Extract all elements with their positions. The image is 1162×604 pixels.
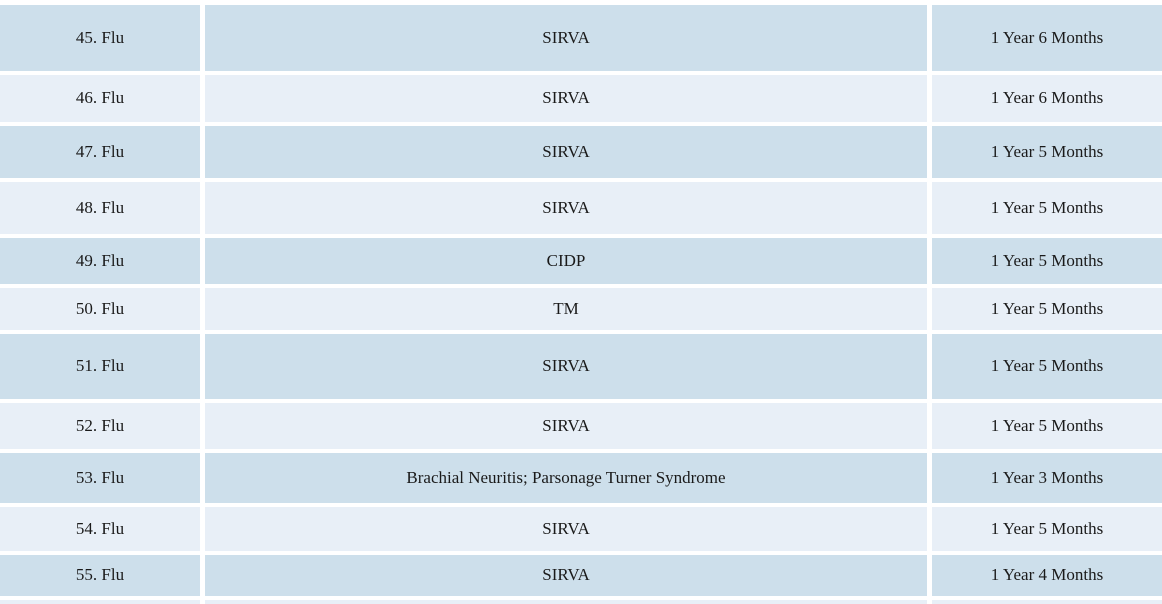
case-cell xyxy=(0,600,200,604)
injury-cell: TM xyxy=(205,288,927,330)
duration-cell: 1 Year 3 Months xyxy=(932,453,1162,503)
duration-cell: 1 Year 4 Months xyxy=(932,555,1162,596)
injury-cell: SIRVA xyxy=(205,507,927,551)
case-cell: 54. Flu xyxy=(0,507,200,551)
case-cell: 46. Flu xyxy=(0,75,200,122)
table-row: 53. Flu Brachial Neuritis; Parsonage Tur… xyxy=(0,453,1162,503)
injury-cell: SIRVA xyxy=(205,334,927,399)
table-row-partial xyxy=(0,600,1162,604)
table-row: 52. Flu SIRVA 1 Year 5 Months xyxy=(0,403,1162,449)
table-row: 50. Flu TM 1 Year 5 Months xyxy=(0,288,1162,330)
duration-cell: 1 Year 5 Months xyxy=(932,182,1162,234)
table-row: 55. Flu SIRVA 1 Year 4 Months xyxy=(0,555,1162,596)
table-row: 47. Flu SIRVA 1 Year 5 Months xyxy=(0,126,1162,178)
injury-cell: SIRVA xyxy=(205,555,927,596)
duration-cell: 1 Year 5 Months xyxy=(932,126,1162,178)
duration-cell: 1 Year 5 Months xyxy=(932,288,1162,330)
table-row: 51. Flu SIRVA 1 Year 5 Months xyxy=(0,334,1162,399)
injury-cell: Brachial Neuritis; Parsonage Turner Synd… xyxy=(205,453,927,503)
duration-cell: 1 Year 6 Months xyxy=(932,75,1162,122)
table-row: 49. Flu CIDP 1 Year 5 Months xyxy=(0,238,1162,284)
case-cell: 55. Flu xyxy=(0,555,200,596)
table-row: 45. Flu SIRVA 1 Year 6 Months xyxy=(0,5,1162,71)
table-row: 48. Flu SIRVA 1 Year 5 Months xyxy=(0,182,1162,234)
duration-cell: 1 Year 6 Months xyxy=(932,5,1162,71)
case-cell: 52. Flu xyxy=(0,403,200,449)
injury-cell: SIRVA xyxy=(205,126,927,178)
injury-cell: CIDP xyxy=(205,238,927,284)
duration-cell: 1 Year 5 Months xyxy=(932,238,1162,284)
injury-cell: SIRVA xyxy=(205,403,927,449)
case-cell: 53. Flu xyxy=(0,453,200,503)
injury-cell xyxy=(205,600,927,604)
case-cell: 47. Flu xyxy=(0,126,200,178)
injury-cell: SIRVA xyxy=(205,5,927,71)
duration-cell: 1 Year 5 Months xyxy=(932,403,1162,449)
case-cell: 48. Flu xyxy=(0,182,200,234)
table-row: 54. Flu SIRVA 1 Year 5 Months xyxy=(0,507,1162,551)
case-cell: 50. Flu xyxy=(0,288,200,330)
table-row: 46. Flu SIRVA 1 Year 6 Months xyxy=(0,75,1162,122)
case-cell: 49. Flu xyxy=(0,238,200,284)
injury-cell: SIRVA xyxy=(205,75,927,122)
duration-cell: 1 Year 5 Months xyxy=(932,334,1162,399)
duration-cell: 1 Year 5 Months xyxy=(932,507,1162,551)
duration-cell xyxy=(932,600,1162,604)
case-cell: 45. Flu xyxy=(0,5,200,71)
injury-cell: SIRVA xyxy=(205,182,927,234)
case-cell: 51. Flu xyxy=(0,334,200,399)
